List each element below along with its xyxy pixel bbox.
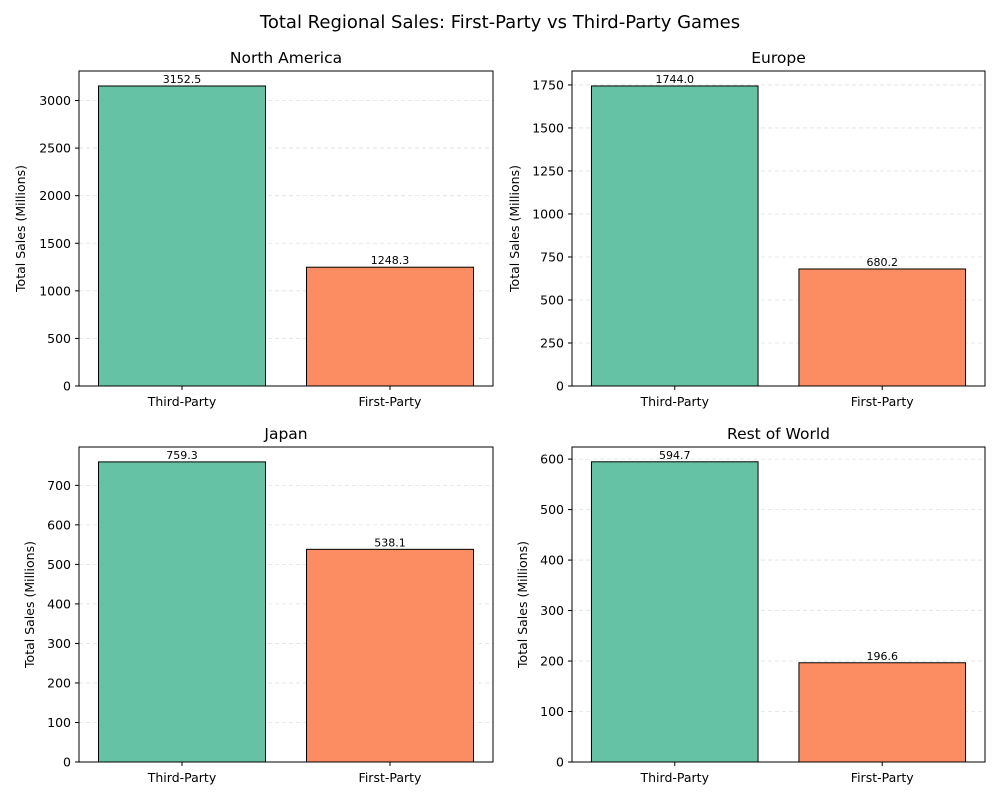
- bar-first-party: [305, 548, 475, 763]
- bar-third-party: [590, 85, 759, 387]
- x-tick-label: Third-Party: [640, 394, 710, 409]
- y-tick-label: 500: [540, 502, 564, 517]
- y-tick-label: 0: [63, 379, 71, 394]
- subplot-europe: 1744.0 Third-Party 680.2 First-Party 0 250 500…: [507, 49, 986, 409]
- y-tick-label: 1500: [39, 236, 71, 251]
- y-tick-label: 2500: [39, 141, 71, 156]
- data-label: 1248.3: [371, 254, 410, 267]
- y-tick-label: 250: [540, 335, 564, 350]
- y-tick-label: 100: [47, 715, 71, 730]
- plot-frame: [571, 70, 986, 387]
- x-tick-label: First-Party: [851, 394, 914, 409]
- data-label: 196.6: [866, 650, 898, 663]
- bar-third-party: [97, 461, 267, 763]
- y-axis-label: Total Sales (Millions): [507, 165, 522, 293]
- y-tick-label: 200: [47, 675, 71, 690]
- subplot-rest-of-world: 594.7 Third-Party 196.6 First-Party 0 100 200 3…: [515, 425, 986, 785]
- plot-frame: [571, 446, 986, 763]
- figure-title: Total Regional Sales: First-Party vs Thi…: [259, 12, 741, 33]
- y-tick-label: 400: [540, 553, 564, 568]
- y-tick-label: 700: [47, 478, 71, 493]
- y-tick-label: 300: [47, 636, 71, 651]
- y-tick-label: 1250: [532, 163, 564, 178]
- data-label: 594.7: [659, 449, 691, 462]
- y-tick-label: 500: [540, 292, 564, 307]
- bar-third-party: [97, 85, 267, 387]
- x-tick-label: First-Party: [851, 770, 914, 785]
- data-label: 3152.5: [163, 73, 202, 86]
- subplot-japan: 759.3 Third-Party 538.1 First-Party 0 100 200 3…: [22, 425, 494, 785]
- x-tick-label: Third-Party: [640, 770, 710, 785]
- y-tick-label: 1750: [532, 77, 564, 92]
- y-axis-label: Total Sales (Millions): [13, 165, 28, 293]
- y-tick-label: 1000: [532, 206, 564, 221]
- y-tick-label: 500: [47, 331, 71, 346]
- data-label: 538.1: [374, 536, 406, 549]
- y-tick-label: 0: [63, 755, 71, 770]
- y-axis-label: Total Sales (Millions): [22, 541, 37, 669]
- y-tick-label: 400: [47, 596, 71, 611]
- data-label: 759.3: [166, 449, 198, 462]
- bar-third-party: [590, 461, 759, 763]
- y-tick-label: 500: [47, 557, 71, 572]
- subplot-title: Europe: [751, 49, 806, 67]
- y-tick-label: 2000: [39, 188, 71, 203]
- y-tick-label: 600: [540, 452, 564, 467]
- y-tick-label: 600: [47, 517, 71, 532]
- y-tick-label: 300: [540, 603, 564, 618]
- y-tick-label: 750: [540, 249, 564, 264]
- subplot-north-america: 3152.5 Third-Party 1248.3 First-Party 0 500 10…: [13, 49, 494, 409]
- bar-first-party: [305, 266, 475, 387]
- data-label: 680.2: [866, 256, 898, 269]
- x-tick-label: First-Party: [359, 770, 422, 785]
- subplot-title: North America: [230, 49, 342, 67]
- y-tick-label: 1000: [39, 283, 71, 298]
- subplot-title: Japan: [263, 425, 307, 443]
- subplot-title: Rest of World: [727, 425, 830, 443]
- y-tick-label: 100: [540, 704, 564, 719]
- x-tick-label: Third-Party: [147, 770, 217, 785]
- bar-first-party: [798, 268, 967, 387]
- y-tick-label: 0: [556, 755, 564, 770]
- bar-first-party: [798, 662, 967, 763]
- y-tick-label: 3000: [39, 93, 71, 108]
- x-tick-label: First-Party: [359, 394, 422, 409]
- y-tick-label: 200: [540, 654, 564, 669]
- plot-frame: [78, 70, 494, 387]
- x-tick-label: Third-Party: [147, 394, 217, 409]
- y-tick-label: 1500: [532, 120, 564, 135]
- y-axis-label: Total Sales (Millions): [515, 541, 530, 669]
- plot-frame: [78, 446, 494, 763]
- data-label: 1744.0: [656, 73, 695, 86]
- y-tick-label: 0: [556, 379, 564, 394]
